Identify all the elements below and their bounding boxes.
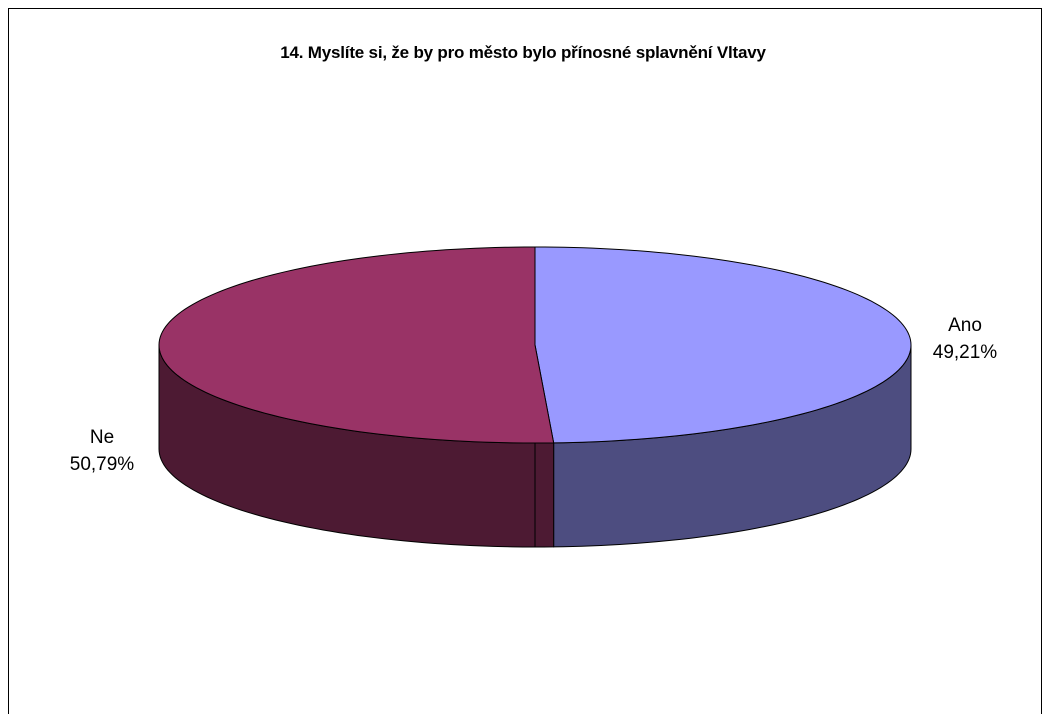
slice-ne	[158, 246, 555, 444]
slice-ano	[534, 246, 912, 444]
slice-label-ano: Ano	[948, 315, 982, 336]
slice-value-ne: 50,79%	[70, 454, 135, 475]
chart-title: 14. Myslíte si, že by pro město bylo pří…	[280, 43, 766, 62]
slice-label-ne: Ne	[90, 427, 114, 448]
slice-value-ano: 49,21%	[933, 342, 998, 363]
